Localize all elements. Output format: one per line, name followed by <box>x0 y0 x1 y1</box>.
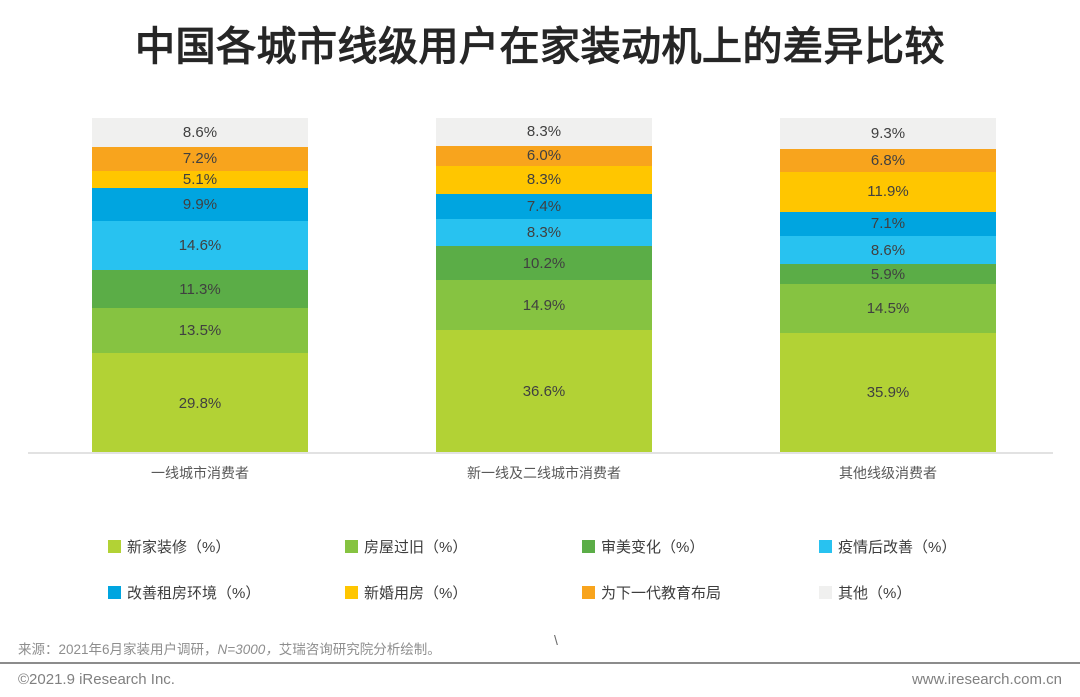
stacked-bar: 36.6% 14.9% 10.2% 8.3% 7.4% 8.3% 6.0% 8.3% <box>436 118 652 453</box>
bar-segment: 14.9% <box>436 280 652 331</box>
segment-value-label: 9.3% <box>870 125 906 143</box>
bar-segment: 6.0% <box>436 145 652 166</box>
segment-value-label: 6.8% <box>870 152 906 170</box>
segment-value-label: 14.9% <box>522 296 566 314</box>
segment-value-label: 11.9% <box>867 183 909 201</box>
legend-item: 疫情后改善（%） <box>819 533 1008 559</box>
segment-value-label: 9.9% <box>182 196 218 214</box>
legend-item: 为下一代教育布局 <box>582 579 819 605</box>
source-note-sample-size: N=3000， <box>217 642 279 657</box>
segment-value-label: 7.2% <box>182 150 218 168</box>
x-axis-baseline <box>28 452 1053 454</box>
segment-value-label: 7.4% <box>526 197 562 215</box>
footer-copyright: ©2021.9 iResearch Inc. <box>18 671 175 688</box>
stray-backslash: \ <box>554 632 558 648</box>
bar-segment: 14.5% <box>780 284 996 333</box>
bar-segment: 13.5% <box>92 307 308 354</box>
legend-swatch <box>108 539 121 553</box>
segment-value-label: 35.9% <box>866 384 910 402</box>
category-label: 一线城市消费者 <box>151 465 249 481</box>
bar-segment: 8.6% <box>780 235 996 265</box>
legend-swatch <box>582 585 595 599</box>
segment-value-label: 8.3% <box>526 223 562 241</box>
legend-item: 新家装修（%） <box>108 533 345 559</box>
legend-label: 疫情后改善（%） <box>838 538 957 556</box>
segment-value-label: 5.1% <box>182 171 218 188</box>
segment-value-label: 7.1% <box>870 215 906 233</box>
legend-label: 改善租房环境（%） <box>127 584 261 602</box>
bar-segment: 14.6% <box>92 221 308 271</box>
legend-swatch <box>345 585 358 599</box>
bar-segment: 10.2% <box>436 246 652 281</box>
legend-swatch <box>819 539 832 553</box>
segment-value-label: 8.3% <box>526 171 562 189</box>
legend-swatch <box>108 585 121 599</box>
legend-label: 其他（%） <box>838 584 912 602</box>
bar-segment: 8.3% <box>436 165 652 194</box>
stacked-bar-plot: 29.8% 13.5% 11.3% 14.6% 9.9% 5.1% 7.2% 8.6% 36.6… <box>0 118 1080 453</box>
segment-value-label: 14.6% <box>178 237 222 255</box>
segment-value-label: 36.6% <box>522 383 566 401</box>
bar-segment: 8.6% <box>92 118 308 147</box>
category-label: 其他线级消费者 <box>839 465 937 481</box>
legend-label: 房屋过旧（%） <box>364 538 468 556</box>
footer-website: www.iresearch.com.cn <box>911 671 1062 688</box>
segment-value-label: 29.8% <box>178 394 222 412</box>
legend-label: 新家装修（%） <box>127 538 231 556</box>
bar-segment: 6.8% <box>780 149 996 172</box>
legend: 新家装修（%） 房屋过旧（%） 审美变化（%） 疫情后改善（%） 改善租房环境（%） 新婚… <box>108 533 1008 605</box>
segment-value-label: 10.2% <box>522 254 566 272</box>
legend-swatch <box>345 539 358 553</box>
segment-value-label: 14.5% <box>866 299 910 317</box>
legend-label: 为下一代教育布局 <box>601 584 722 602</box>
footer-divider <box>0 662 1080 664</box>
bar-segment: 35.9% <box>780 332 996 453</box>
source-note: 来源：2021年6月家装用户调研，N=3000，艾瑞咨询研究院分析绘制。 <box>18 638 441 658</box>
legend-swatch <box>582 539 595 553</box>
bar-segment: 8.3% <box>436 218 652 247</box>
legend-item: 改善租房环境（%） <box>108 579 345 605</box>
legend-label: 审美变化（%） <box>601 538 705 556</box>
bar-segment: 7.4% <box>436 193 652 219</box>
stacked-bar: 29.8% 13.5% 11.3% 14.6% 9.9% 5.1% 7.2% 8.6% <box>92 118 308 453</box>
segment-value-label: 11.3% <box>179 280 221 298</box>
category-label: 新一线及二线城市消费者 <box>467 465 621 481</box>
source-note-suffix: 艾瑞咨询研究院分析绘制。 <box>278 642 441 657</box>
legend-swatch <box>819 585 832 599</box>
bar-segment: 11.9% <box>780 172 996 212</box>
legend-item: 新婚用房（%） <box>345 579 582 605</box>
legend-label: 新婚用房（%） <box>364 584 468 602</box>
legend-item: 房屋过旧（%） <box>345 533 582 559</box>
segment-value-label: 5.9% <box>870 265 906 283</box>
bar-segment: 8.3% <box>436 118 652 146</box>
stacked-bar: 35.9% 14.5% 5.9% 8.6% 7.1% 11.9% 6.8% 9.3% <box>780 118 996 453</box>
bar-segment: 9.9% <box>92 188 308 222</box>
segment-value-label: 13.5% <box>178 322 222 340</box>
source-note-prefix: 来源：2021年6月家装用户调研， <box>18 642 218 657</box>
bar-segment: 7.1% <box>780 211 996 236</box>
bar-segment: 5.9% <box>780 264 996 285</box>
legend-item: 审美变化（%） <box>582 533 819 559</box>
bar-segment: 7.2% <box>92 146 308 171</box>
segment-value-label: 6.0% <box>526 147 562 165</box>
segment-value-label: 8.3% <box>526 123 562 141</box>
bar-segment: 29.8% <box>92 353 308 453</box>
bar-segment: 11.3% <box>92 270 308 308</box>
legend-item: 其他（%） <box>819 579 1008 605</box>
segment-value-label: 8.6% <box>182 123 218 141</box>
bar-segment: 9.3% <box>780 118 996 150</box>
bar-segment: 5.1% <box>92 170 308 189</box>
chart-title: 中国各城市线级用户在家装动机上的差异比较 <box>135 25 945 69</box>
bar-segment: 36.6% <box>436 330 652 453</box>
segment-value-label: 8.6% <box>870 241 906 259</box>
